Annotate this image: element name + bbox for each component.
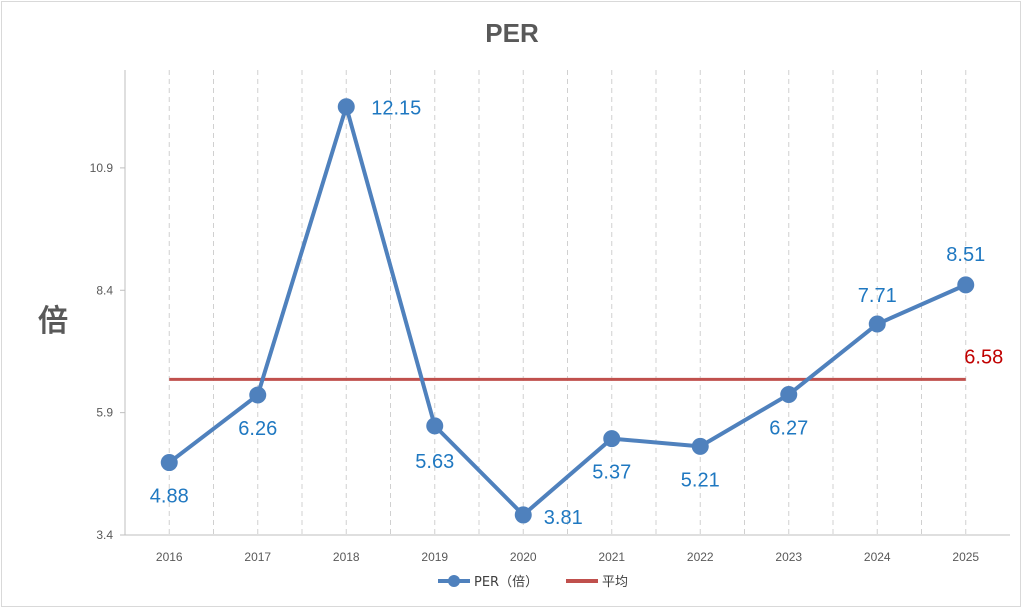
x-tick-label: 2023 <box>775 550 802 564</box>
legend-per-label: PER（倍） <box>474 575 538 590</box>
y-axis-label: 倍 <box>38 304 68 339</box>
data-label: 12.15 <box>371 98 421 120</box>
y-tick-label: 5.9 <box>96 406 113 420</box>
per-series: 4.88 6.26 12.15 5.63 3.81 5.37 5.21 6.27 7.71 8.5… <box>150 98 985 529</box>
data-point <box>426 417 444 435</box>
data-label: 4.88 <box>150 486 189 508</box>
data-point <box>868 315 886 333</box>
x-tick-label: 2016 <box>156 550 183 564</box>
x-tick-label: 2021 <box>598 550 625 564</box>
average-series: 6.58 <box>169 346 1003 381</box>
average-data-label: 6.58 <box>964 346 1003 368</box>
x-tick-label: 2024 <box>864 550 891 564</box>
legend-average-label: 平均 <box>602 575 628 590</box>
data-label: 5.21 <box>681 469 720 491</box>
data-point <box>780 386 798 404</box>
data-point <box>249 386 267 404</box>
legend: PER（倍） 平均 <box>438 575 628 590</box>
grid-lines <box>168 70 967 535</box>
data-label: 5.37 <box>592 462 631 484</box>
data-point <box>691 437 709 455</box>
y-tick-label: 3.4 <box>96 528 113 542</box>
legend-per-marker <box>448 575 460 587</box>
x-tick-label: 2022 <box>687 550 714 564</box>
chart-title: PER <box>485 18 539 48</box>
data-point <box>337 98 355 116</box>
data-label: 3.81 <box>544 507 583 529</box>
y-tick-label: 8.4 <box>96 283 113 297</box>
x-tick-label: 2019 <box>421 550 448 564</box>
x-tick-label: 2025 <box>952 550 979 564</box>
data-point <box>957 276 975 294</box>
data-point <box>160 454 178 472</box>
data-label: 5.63 <box>415 451 454 473</box>
data-label: 6.27 <box>769 418 808 440</box>
y-tick-label: 10.9 <box>90 161 114 175</box>
data-label: 7.71 <box>858 285 897 307</box>
data-label: 8.51 <box>946 244 985 266</box>
data-point <box>603 430 621 448</box>
per-line <box>168 104 967 517</box>
x-tick-label: 2017 <box>244 550 271 564</box>
data-point <box>514 506 532 524</box>
x-tick-label: 2020 <box>510 550 537 564</box>
data-label: 6.26 <box>238 418 277 440</box>
x-tick-label: 2018 <box>333 550 360 564</box>
axes: 3.4 5.9 8.4 10.9 2016 2017 2018 2019 2020 2021 202… <box>90 70 1010 564</box>
